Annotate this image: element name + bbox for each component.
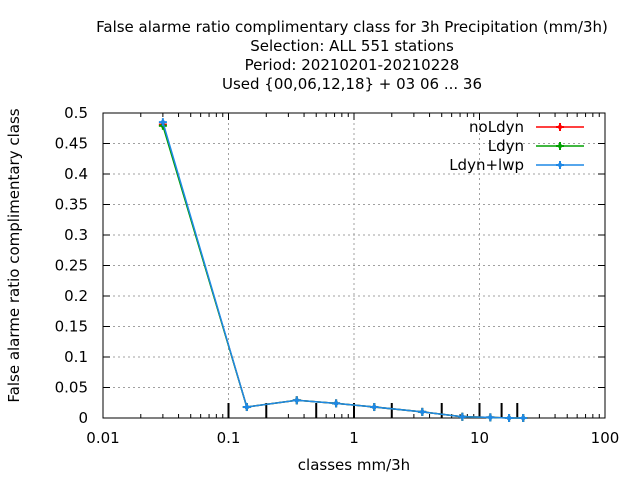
y-tick-label: 0.35	[55, 196, 88, 214]
x-axis-label: classes mm/3h	[298, 456, 410, 474]
data-point-dot	[488, 415, 493, 420]
title-line: Used {00,06,12,18} + 03 06 ... 36	[222, 75, 482, 93]
data-point-dot	[372, 404, 377, 410]
y-tick-label: 0.15	[55, 318, 88, 336]
legend-label: Ldyn+lwp	[449, 156, 524, 174]
data-point	[458, 412, 467, 421]
data-point-dot	[160, 119, 166, 125]
y-tick-label: 0.05	[55, 379, 88, 397]
data-point	[332, 399, 341, 408]
legend-marker-dot	[557, 143, 563, 149]
chart-title: False alarme ratio complimentary class f…	[96, 18, 608, 93]
y-tick-label: 0.5	[64, 104, 88, 122]
x-tick-label: 1	[349, 429, 359, 447]
y-tick-label: 0	[78, 409, 88, 427]
title-line: Period: 20210201-20210228	[245, 56, 460, 74]
data-point-dot	[244, 404, 250, 410]
data-point-dot	[506, 415, 512, 421]
x-tick-label: 10	[470, 429, 489, 447]
x-tick-label: 0.1	[217, 429, 241, 447]
data-point	[505, 414, 514, 422]
data-point-dot	[294, 398, 299, 403]
y-axis: 0 0.05 0.1 0.15 0.2 0.25 0.3 0.35 0.4 0.45 0.5	[55, 104, 605, 427]
data-point-dot	[333, 401, 339, 406]
y-tick-label: 0.1	[64, 348, 88, 366]
data-point	[519, 414, 528, 422]
data-point-dot	[521, 415, 526, 421]
legend-label: Ldyn	[488, 137, 524, 155]
legend-label: noLdyn	[469, 118, 524, 136]
x-tick-label: 0.01	[86, 429, 119, 447]
grid	[103, 113, 605, 418]
legend-marker-dot	[557, 124, 563, 130]
data-point	[242, 403, 251, 412]
series-line	[162, 121, 524, 419]
y-tick-label: 0.25	[55, 257, 88, 275]
y-tick-label: 0.45	[55, 135, 88, 153]
series	[158, 118, 528, 422]
data-point	[418, 407, 427, 416]
data-point	[158, 118, 167, 127]
x-axis: 0.01 0.1 1 10 100	[86, 113, 619, 447]
title-line: Selection: ALL 551 stations	[250, 37, 454, 55]
y-tick-label: 0.4	[64, 165, 88, 183]
y-tick-label: 0.2	[64, 287, 88, 305]
x-tick-label: 100	[591, 429, 620, 447]
y-tick-label: 0.3	[64, 226, 88, 244]
data-point-dot	[460, 414, 465, 419]
data-point-dot	[420, 409, 425, 415]
data-point	[292, 396, 301, 405]
data-point	[370, 403, 379, 412]
title-line: False alarme ratio complimentary class f…	[96, 18, 608, 36]
y-axis-label: False alarme ratio complimentary class	[5, 108, 23, 402]
legend-marker-dot	[557, 162, 563, 168]
data-point	[486, 413, 495, 422]
